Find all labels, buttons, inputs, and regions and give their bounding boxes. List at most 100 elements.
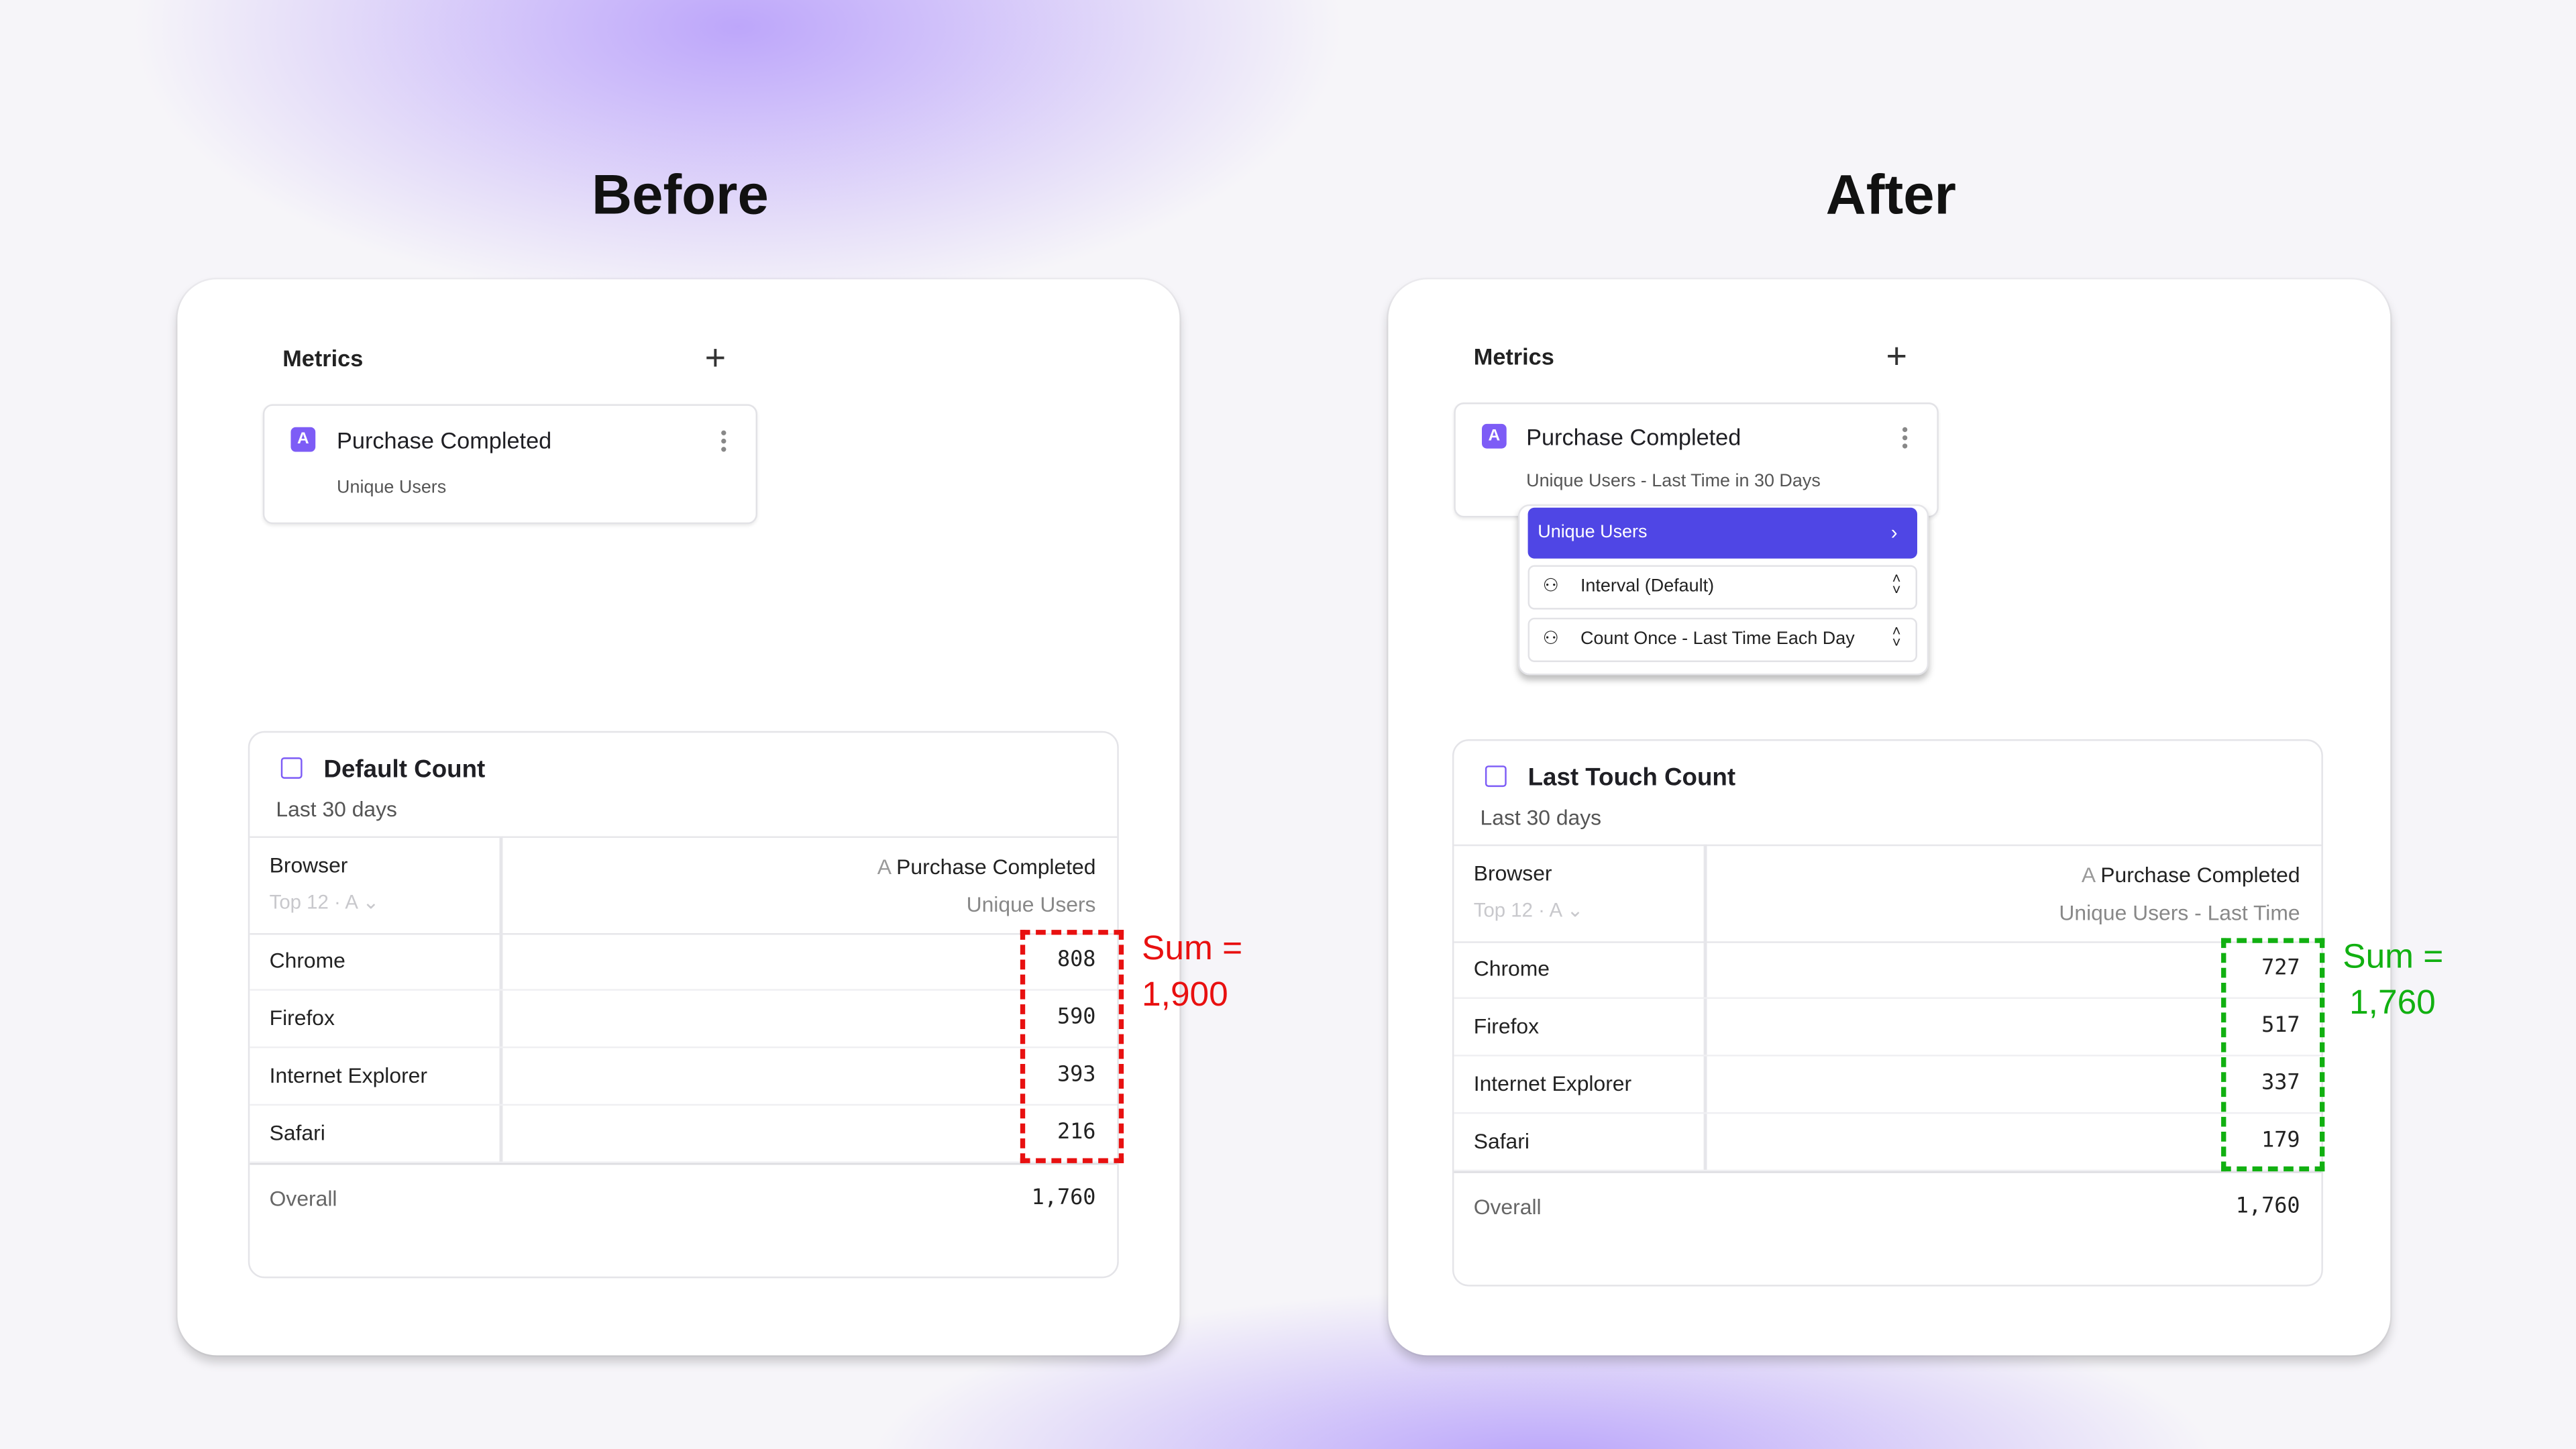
table-row: Internet Explorer 393: [250, 1048, 1118, 1106]
table-row: Chrome 808: [250, 933, 1118, 991]
table-row: Firefox 590: [250, 991, 1118, 1049]
panel-title: Default Count: [323, 755, 486, 784]
metric-subtitle: Unique Users: [337, 478, 447, 498]
option-label: Unique Users: [1538, 522, 1648, 543]
column-header-metric[interactable]: A Purchase Completed: [2082, 863, 2300, 888]
metric-value: 216: [1057, 1120, 1096, 1145]
divider: [250, 1163, 1118, 1165]
metric-subtitle: Unique Users - Last Time in 30 Days: [1526, 471, 1821, 492]
table-row: Chrome 727: [1454, 941, 2322, 999]
top-n-selector[interactable]: Top 12 · A ⌄: [269, 890, 380, 914]
row-divider: [250, 1104, 1118, 1106]
metric-badge: A: [290, 427, 316, 452]
browser-name: Internet Explorer: [269, 1063, 428, 1088]
browser-name: Internet Explorer: [1473, 1071, 1632, 1096]
sum-label: Sum =: [2343, 938, 2444, 976]
row-divider: [1454, 1169, 2322, 1172]
add-metric-button[interactable]: +: [1886, 335, 1907, 376]
metric-value: 517: [2261, 1014, 2300, 1038]
column-divider: [1703, 844, 1707, 1172]
sum-label: Sum =: [1142, 930, 1243, 968]
after-heading: After: [1825, 164, 1956, 227]
metric-title: Purchase Completed: [1526, 423, 1741, 451]
row-divider: [250, 1161, 1118, 1163]
chart-icon: [1485, 765, 1507, 788]
divider: [1454, 844, 2322, 847]
browser-name: Chrome: [1473, 956, 1550, 981]
sum-value: 1,900: [1142, 975, 1228, 1014]
select-label: Count Once - Last Time Each Day: [1580, 629, 1855, 649]
browser-name: Firefox: [1473, 1014, 1540, 1038]
metrics-label: Metrics: [282, 345, 364, 372]
metric-name: Purchase Completed: [896, 854, 1096, 879]
sum-annotation: Sum = 1,900: [1142, 926, 1242, 1018]
metric-value: 393: [1057, 1063, 1096, 1088]
before-heading: Before: [592, 164, 769, 227]
metric-card[interactable]: A Purchase Completed Unique Users - Last…: [1454, 402, 1939, 518]
overall-value: 1,760: [1031, 1186, 1096, 1211]
metric-badge: A: [1481, 423, 1507, 449]
select-label: Interval (Default): [1580, 576, 1715, 596]
top-n-selector[interactable]: Top 12 · A ⌄: [1473, 898, 1584, 922]
table-row: Firefox 517: [1454, 999, 2322, 1057]
row-divider: [1454, 1112, 2322, 1114]
highlight-box: [1020, 930, 1124, 1163]
overall-label: Overall: [269, 1186, 337, 1211]
metric-value: 337: [2261, 1071, 2300, 1096]
table-row: Internet Explorer 337: [1454, 1057, 2322, 1114]
metric-name: Purchase Completed: [2100, 862, 2300, 888]
metric-value: 808: [1057, 948, 1096, 973]
more-options-icon[interactable]: [721, 430, 728, 455]
overall-label: Overall: [1473, 1194, 1542, 1220]
browser-name: Safari: [1473, 1128, 1529, 1154]
divider: [1454, 1171, 2322, 1173]
more-options-icon[interactable]: [1902, 427, 1909, 452]
sum-value: 1,760: [2349, 983, 2436, 1022]
browser-name: Firefox: [269, 1005, 335, 1030]
metric-letter: A: [877, 854, 891, 879]
interval-select[interactable]: ⚇ Interval (Default) ˄ ˅: [1527, 565, 1917, 610]
divider: [1454, 941, 2322, 943]
up-down-chevron-icon: ˄ ˅: [1892, 570, 1901, 598]
metric-type: Unique Users - Last Time: [2059, 900, 2300, 925]
overall-value: 1,760: [2235, 1194, 2300, 1220]
divider: [250, 836, 1118, 838]
column-divider: [499, 836, 503, 1163]
column-header-browser[interactable]: Browser: [1473, 861, 1552, 886]
count-once-select[interactable]: ⚇ Count Once - Last Time Each Day ˄ ˅: [1527, 617, 1917, 662]
unique-users-option[interactable]: Unique Users ›: [1527, 507, 1917, 559]
before-card: Metrics + A Purchase Completed Unique Us…: [177, 279, 1242, 1356]
after-card: Metrics + A Purchase Completed Unique Us…: [1388, 279, 2443, 1356]
metric-type: Unique Users: [966, 892, 1096, 917]
users-icon: ⚇: [1542, 629, 1559, 649]
row-divider: [1454, 1055, 2322, 1057]
up-down-chevron-icon: ˄ ˅: [1892, 623, 1901, 651]
metrics-label: Metrics: [1473, 343, 1554, 370]
metric-value: 590: [1057, 1005, 1096, 1030]
chevron-right-icon: ›: [1890, 521, 1898, 544]
row-divider: [1454, 997, 2322, 999]
panel-title: Last Touch Count: [1527, 763, 1736, 792]
row-divider: [250, 989, 1118, 991]
table-row: Safari 179: [1454, 1114, 2322, 1172]
row-divider: [250, 1046, 1118, 1049]
metric-card[interactable]: A Purchase Completed Unique Users: [262, 404, 757, 525]
metric-title: Purchase Completed: [337, 427, 552, 453]
results-panel: Last Touch Count Last 30 days Browser To…: [1452, 739, 2325, 1287]
metric-options-dropdown: Unique Users › ⚇ Interval (Default) ˄ ˅ ⚇…: [1517, 504, 1929, 676]
metric-letter: A: [2081, 862, 2095, 888]
users-icon: ⚇: [1542, 576, 1559, 596]
column-header-metric[interactable]: A Purchase Completed: [877, 854, 1096, 879]
date-range: Last 30 days: [1480, 805, 1602, 830]
browser-name: Chrome: [269, 948, 345, 973]
browser-name: Safari: [269, 1120, 325, 1145]
chart-icon: [280, 757, 303, 779]
column-header-browser[interactable]: Browser: [269, 853, 348, 877]
table-row: Safari 216: [250, 1106, 1118, 1163]
highlight-box: [2221, 938, 2325, 1172]
divider: [250, 933, 1118, 935]
add-metric-button[interactable]: +: [704, 337, 727, 378]
date-range: Last 30 days: [276, 796, 397, 822]
sum-annotation: Sum = 1,760: [2343, 934, 2443, 1026]
